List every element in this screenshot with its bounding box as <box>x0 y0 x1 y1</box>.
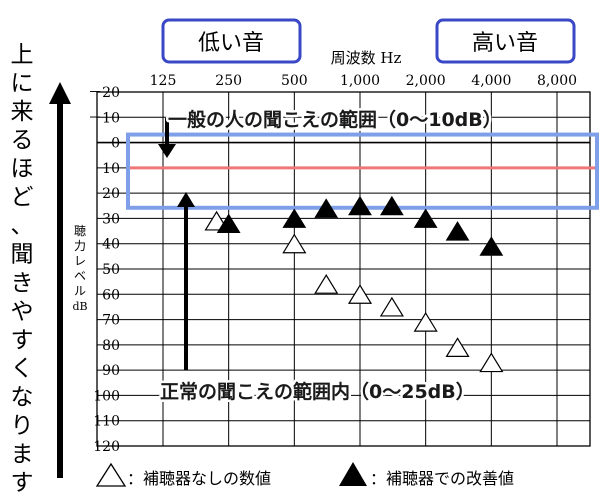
data-points <box>204 195 504 373</box>
open-triangle-point <box>282 233 307 254</box>
side-label-char: に <box>11 71 34 97</box>
side-label-char: 、 <box>11 213 34 239</box>
high-sound-label-box: 高い音 <box>435 18 576 64</box>
open-triangle-point <box>479 352 504 373</box>
filled-triangle-point <box>314 198 339 218</box>
x-tick-label: 125 <box>150 73 177 89</box>
open-triangle-point <box>413 311 438 332</box>
y-tick-label: 50 <box>102 262 120 278</box>
open-triangle-point <box>445 337 470 357</box>
side-label-char: な <box>11 384 34 410</box>
filled-triangle-point <box>479 236 504 256</box>
x-tick-labels: 125 250 500 1,000 2,000 4,000 8,000 <box>150 73 577 89</box>
y-axis-title-char: dB <box>72 300 87 313</box>
side-label-char: り <box>11 413 34 439</box>
x-tick-label: 8,000 <box>537 73 577 89</box>
filled-triangle-point <box>379 195 404 216</box>
normal-range-box <box>126 132 599 210</box>
y-tick-label: 10 <box>102 161 120 177</box>
y-tick-label: 110 <box>93 414 120 430</box>
side-label-char: ほ <box>11 156 34 182</box>
legend-filled-label: ：補聴器での改善値 <box>370 469 514 488</box>
y-tick-labels: －20 －10 0 10 20 30 40 50 60 70 80 90 100 110 120 <box>88 85 120 455</box>
side-label-char: 聞 <box>11 242 34 268</box>
filled-triangle-point <box>348 195 372 216</box>
y-tick-label: 120 <box>93 439 120 455</box>
legend-open-label: ：補聴器なしの数値 <box>127 469 271 488</box>
x-tick-label: 1,000 <box>340 73 380 89</box>
side-label-char: く <box>11 356 34 382</box>
normal-range-annotation: 正常の聞こえの範囲内（0〜25dB） <box>160 380 475 403</box>
y-axis-title-char: レ <box>74 254 86 268</box>
side-label-char: ま <box>11 441 34 467</box>
y-axis-title-char: ル <box>74 284 86 298</box>
open-triangle-point <box>347 284 373 304</box>
filled-triangle-point <box>216 213 241 233</box>
legend: ：補聴器なしの数値 ：補聴器での改善値 <box>95 462 514 488</box>
y-tick-label: －20 <box>88 85 120 101</box>
general-range-arrow-icon <box>158 118 176 158</box>
y-tick-label: 100 <box>93 388 120 404</box>
y-axis-title-char: 聴 <box>74 224 86 238</box>
y-tick-label: 20 <box>102 186 120 202</box>
filled-triangle-point <box>413 208 438 228</box>
y-tick-label: 70 <box>102 313 120 329</box>
side-label-char: や <box>11 299 34 325</box>
y-axis-title-char: 力 <box>74 239 86 253</box>
side-label-char: き <box>11 270 34 296</box>
y-tick-label: 30 <box>102 211 120 227</box>
y-tick-label: 60 <box>102 287 120 303</box>
y-tick-label: 0 <box>111 136 120 152</box>
y-axis-title-char: ベ <box>74 269 86 283</box>
y-tick-label: 90 <box>102 363 120 379</box>
open-triangle-point <box>379 296 404 317</box>
y-tick-label: 40 <box>102 237 120 253</box>
open-triangle-legend-icon <box>95 462 127 487</box>
side-label-char: ど <box>11 185 34 211</box>
side-label-char: 上 <box>11 42 34 68</box>
x-tick-label: 250 <box>215 73 242 89</box>
x-tick-label: 4,000 <box>471 73 511 89</box>
normal-range-bands <box>126 132 599 210</box>
side-label-char: る <box>11 128 34 154</box>
y-tick-label: 80 <box>102 338 120 354</box>
filled-triangle-point <box>445 221 470 241</box>
y-tick-label: －10 <box>88 110 120 126</box>
x-axis-title: 周波数 Hz <box>331 49 402 67</box>
open-triangle-point <box>314 274 339 294</box>
low-sound-label: 低い音 <box>198 31 264 56</box>
general-range-annotation: 一般の人の聞こえの範囲（0〜10dB） <box>168 108 502 131</box>
up-arrow-icon <box>49 82 71 478</box>
side-label-char: す <box>11 327 34 353</box>
low-sound-label-box: 低い音 <box>161 18 302 64</box>
normal-range-arrow-icon <box>177 192 195 370</box>
filled-triangle-legend-icon <box>339 462 367 486</box>
side-label-char: す <box>11 470 34 496</box>
side-label-char: 来 <box>11 99 34 125</box>
high-sound-label: 高い音 <box>472 31 538 56</box>
x-tick-label: 500 <box>281 73 308 89</box>
x-tick-label: 2,000 <box>406 73 446 89</box>
filled-triangle-point <box>282 208 307 228</box>
